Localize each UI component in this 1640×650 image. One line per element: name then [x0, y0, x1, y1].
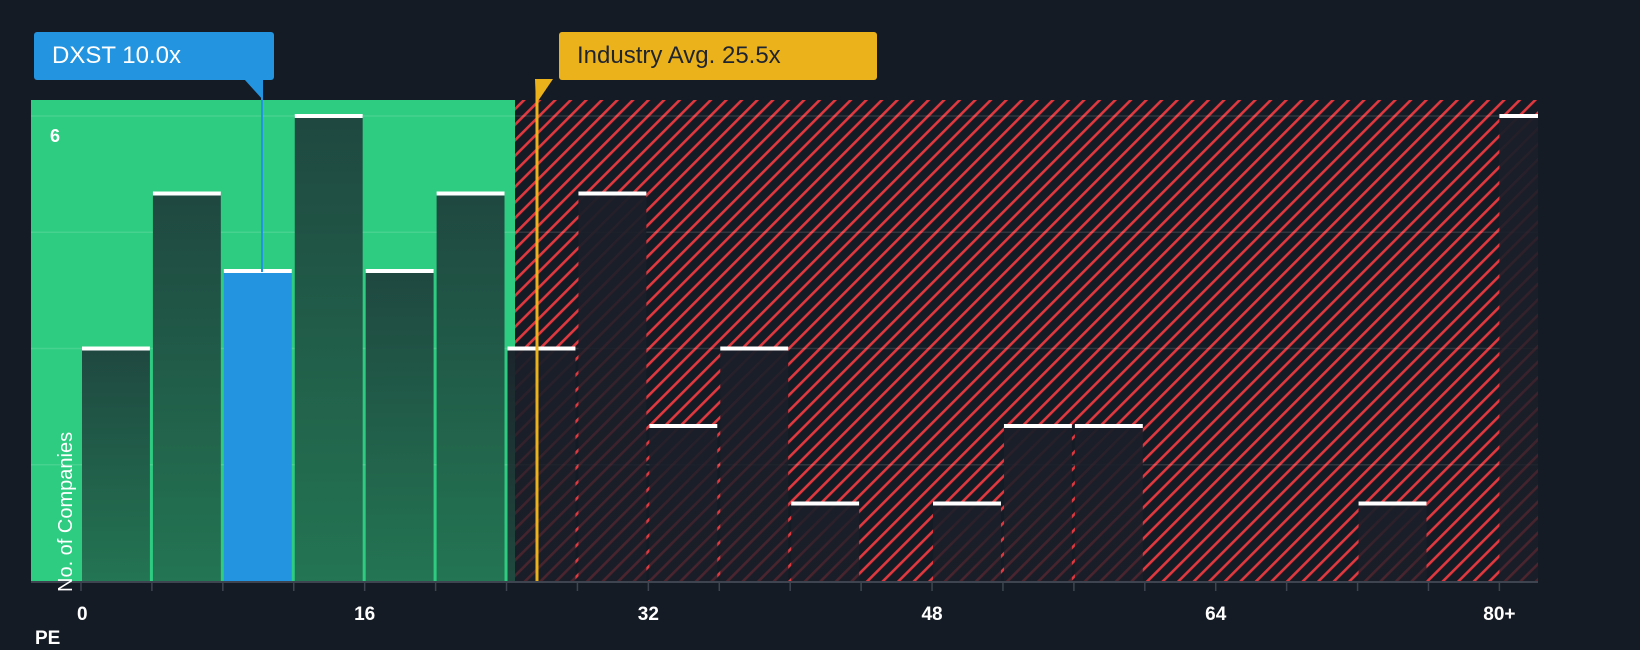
bar-cap: [436, 191, 505, 196]
histogram-bar: [152, 191, 221, 581]
bars: [82, 114, 1538, 581]
y-tick-6: 6: [50, 126, 61, 146]
histogram-bar: [1074, 424, 1143, 581]
x-tick-label: 32: [638, 604, 659, 625]
histogram-bar: [507, 346, 576, 581]
bar-cap: [1358, 501, 1427, 506]
bar-cap: [152, 191, 221, 196]
industry-callout-pointer: [535, 79, 553, 104]
y-axis-title: No. of Companies: [55, 431, 77, 592]
x-tick-label: 80+: [1483, 604, 1515, 625]
histogram-bar: [649, 424, 718, 581]
bar-cap: [294, 114, 363, 118]
x-axis-labels: 0 16 32 48 64 80+: [77, 604, 1516, 625]
x-axis-ticks: [80, 582, 1501, 591]
x-tick-label: 0: [77, 604, 88, 625]
histogram-bar: [82, 346, 150, 581]
bar-cap: [933, 501, 1001, 506]
bar-cap: [1074, 424, 1143, 428]
histogram-bar: [933, 501, 1001, 581]
industry-avg-callout: Industry Avg. 25.5x: [559, 32, 877, 80]
bar-cap: [507, 346, 576, 351]
bar-cap: [365, 269, 434, 273]
company-pe-callout: DXST 10.0x: [34, 32, 274, 80]
x-tick-label: 16: [354, 604, 375, 625]
histogram-bar: [1003, 424, 1072, 581]
bar-cap: [578, 191, 647, 196]
histogram-bar: [294, 114, 363, 581]
histogram-bar: [1499, 114, 1538, 581]
x-tick-label: 64: [1205, 604, 1227, 625]
histogram-bar: [223, 269, 292, 581]
histogram-bar: [365, 269, 434, 581]
x-axis-title: PE: [35, 628, 61, 649]
company-callout-pointer: [244, 79, 263, 100]
histogram-bar: [1358, 501, 1427, 581]
histogram-bar: [578, 191, 647, 581]
histogram-bar: [791, 501, 860, 581]
bar-cap: [720, 346, 789, 351]
bar-cap: [82, 346, 150, 351]
x-tick-label: 48: [921, 604, 942, 625]
bar-cap: [791, 501, 860, 506]
bar-cap: [1499, 114, 1538, 118]
bar-cap: [1003, 424, 1072, 428]
histogram-bar: [436, 191, 505, 581]
bar-cap: [649, 424, 718, 428]
bar-cap: [223, 269, 292, 273]
histogram-bar: [720, 346, 789, 581]
